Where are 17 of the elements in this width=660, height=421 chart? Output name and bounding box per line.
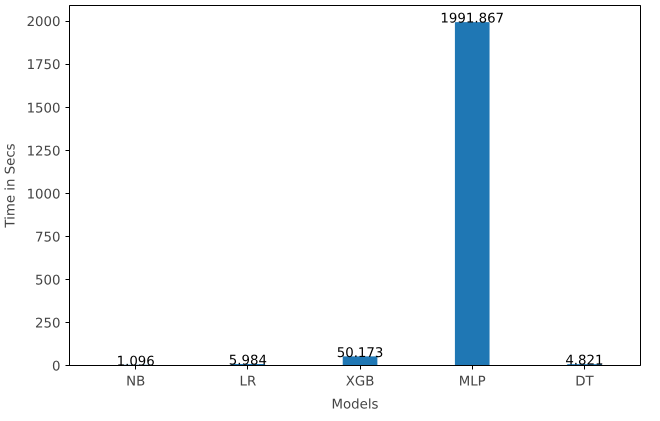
y-tick-label: 1000 bbox=[26, 187, 61, 202]
y-tick-label: 500 bbox=[35, 273, 61, 288]
x-tick-label: XGB bbox=[346, 374, 374, 390]
y-tick-label: 2000 bbox=[26, 15, 61, 30]
x-tick-label: LR bbox=[240, 374, 256, 390]
x-tick-label: MLP bbox=[458, 374, 486, 390]
x-axis-title: Models bbox=[332, 398, 379, 412]
y-tick-label: 250 bbox=[35, 316, 61, 332]
data-label: 1991.867 bbox=[440, 12, 504, 27]
y-tick-label: 1750 bbox=[26, 58, 61, 74]
x-tick-label: NB bbox=[126, 374, 146, 390]
x-tick-label: DT bbox=[575, 374, 594, 390]
y-tick-label: 0 bbox=[52, 360, 61, 374]
y-axis-title: Time in Secs bbox=[4, 143, 19, 229]
y-tick-label: 1250 bbox=[26, 144, 61, 160]
y-tick-label: 750 bbox=[35, 230, 61, 246]
y-tick-label: 1500 bbox=[26, 101, 61, 116]
